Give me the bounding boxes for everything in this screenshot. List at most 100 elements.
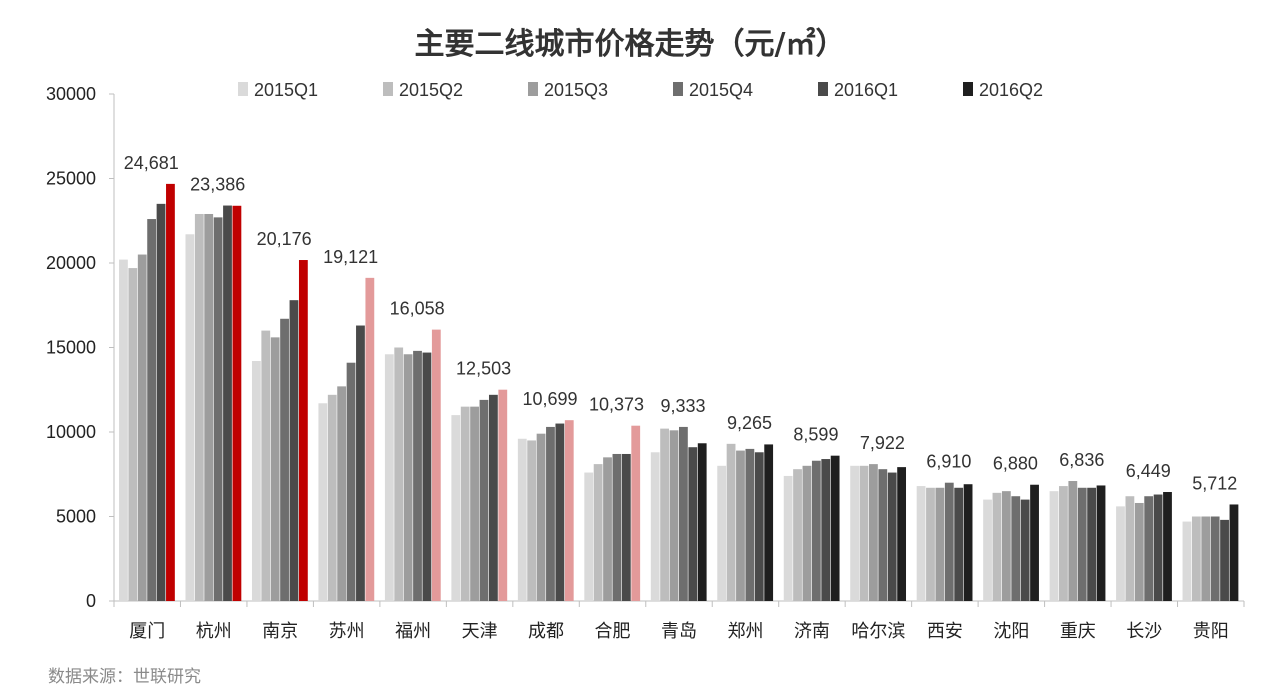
x-tick-label: 贵阳 xyxy=(1193,621,1229,642)
data-label: 9,265 xyxy=(727,413,772,433)
bar-2016Q2-6 xyxy=(564,420,574,601)
bar-2015Q3-9 xyxy=(736,450,745,601)
legend-label: 2016Q1 xyxy=(834,80,898,100)
x-axis: 厦门 杭州 南京 苏州 福州 天津 成都 合肥 青岛 郑州 济南 哈尔滨 西安 沈阳 重庆 长沙 贵阳 xyxy=(113,600,1245,642)
bar-2016Q1-8 xyxy=(688,447,698,601)
bar-2015Q2-6 xyxy=(527,440,537,601)
bar-2015Q3-15 xyxy=(1134,502,1144,601)
bar-2016Q1-12 xyxy=(954,487,964,601)
data-label: 16,058 xyxy=(390,299,445,319)
bar-2015Q4-11 xyxy=(878,469,888,601)
bar-2015Q4-8 xyxy=(679,426,688,601)
bar-2015Q1-16 xyxy=(1182,521,1192,601)
bar-2015Q3-11 xyxy=(869,464,878,601)
bar-2015Q3-3 xyxy=(337,386,347,601)
x-tick-label: 青岛 xyxy=(661,621,697,642)
legend-swatch xyxy=(818,82,828,96)
data-label: 5,712 xyxy=(1192,473,1237,493)
bar-2016Q1-16 xyxy=(1220,519,1229,601)
bar-2015Q1-15 xyxy=(1116,506,1125,601)
data-label: 23,386 xyxy=(190,175,245,195)
bar-2015Q3-6 xyxy=(536,433,546,601)
bar-2015Q1-14 xyxy=(1049,491,1059,601)
bar-2016Q1-1 xyxy=(223,205,232,602)
bar-2015Q4-6 xyxy=(546,426,555,601)
x-tick-label: 郑州 xyxy=(727,621,763,642)
bar-2016Q2-4 xyxy=(431,329,441,601)
bar-2015Q1-13 xyxy=(983,499,992,601)
legend-label: 2015Q3 xyxy=(544,80,608,100)
bar-2016Q2-10 xyxy=(830,455,840,601)
legend-label: 2016Q2 xyxy=(979,80,1043,100)
bar-2015Q4-12 xyxy=(944,482,954,601)
bar-2016Q1-4 xyxy=(422,352,432,601)
y-tick-label: 30000 xyxy=(46,84,96,104)
legend-label: 2015Q2 xyxy=(399,80,463,100)
bar-2015Q4-4 xyxy=(413,350,422,601)
y-tick-label: 15000 xyxy=(46,338,96,358)
bar-2016Q2-9 xyxy=(764,444,774,601)
bar-2015Q2-14 xyxy=(1059,486,1068,601)
bar-2016Q2-13 xyxy=(1030,484,1039,601)
bar-2015Q3-4 xyxy=(403,354,413,601)
bar-2016Q1-7 xyxy=(621,453,631,601)
bar-2015Q4-16 xyxy=(1210,516,1220,601)
data-label: 24,681 xyxy=(124,153,179,173)
y-tick-label: 20000 xyxy=(46,253,96,273)
x-tick-label: 重庆 xyxy=(1060,621,1096,642)
bar-2015Q1-8 xyxy=(650,452,660,601)
bar-2015Q3-10 xyxy=(802,465,812,601)
bar-2015Q1-1 xyxy=(185,234,195,601)
bar-2015Q3-14 xyxy=(1068,481,1078,601)
bar-2015Q1-3 xyxy=(318,403,328,601)
bar-2015Q4-9 xyxy=(745,448,755,601)
y-tick-label: 25000 xyxy=(46,169,96,189)
bar-2016Q1-14 xyxy=(1087,487,1097,601)
chart-title: 主要二线城市价格走势（元/㎡） xyxy=(415,27,846,62)
bar-2016Q1-11 xyxy=(887,472,897,601)
bar-2015Q4-3 xyxy=(346,362,356,601)
bar-2015Q4-5 xyxy=(479,399,489,601)
data-label: 10,373 xyxy=(589,395,644,415)
bar-2015Q4-15 xyxy=(1144,496,1154,601)
bar-2015Q4-14 xyxy=(1077,487,1087,601)
x-tick-label: 济南 xyxy=(794,621,830,642)
x-tick-label: 哈尔滨 xyxy=(851,621,905,642)
bar-2015Q2-1 xyxy=(194,213,204,602)
bar-2016Q2-14 xyxy=(1096,485,1106,601)
bar-2016Q1-5 xyxy=(488,394,498,601)
bar-2015Q2-3 xyxy=(327,394,337,601)
bar-2016Q1-0 xyxy=(156,203,166,601)
bar-2015Q3-5 xyxy=(470,406,479,601)
bar-2015Q2-5 xyxy=(460,406,470,601)
data-label: 20,176 xyxy=(257,229,312,249)
data-label: 6,836 xyxy=(1059,450,1104,470)
data-label: 7,922 xyxy=(860,433,905,453)
data-label: 12,503 xyxy=(456,359,511,379)
bar-2015Q2-11 xyxy=(859,465,869,601)
bar-2015Q3-2 xyxy=(270,337,280,601)
legend-swatch xyxy=(963,82,973,96)
bar-2015Q1-0 xyxy=(119,259,128,601)
legend-label: 2015Q1 xyxy=(254,80,318,100)
bar-2015Q1-10 xyxy=(783,475,793,601)
bar-2015Q1-4 xyxy=(384,354,394,601)
y-tick-label: 5000 xyxy=(56,507,96,527)
x-tick-label: 合肥 xyxy=(595,621,631,642)
bar-2015Q3-7 xyxy=(603,457,612,601)
bar-2015Q3-12 xyxy=(935,487,945,601)
bar-2015Q2-16 xyxy=(1191,516,1201,601)
x-tick-label: 长沙 xyxy=(1126,621,1162,642)
bar-2016Q2-0 xyxy=(166,183,175,601)
legend-swatch xyxy=(238,82,248,96)
x-tick-label: 杭州 xyxy=(196,621,232,642)
bar-2015Q2-4 xyxy=(394,347,404,601)
legend-swatch xyxy=(673,82,683,96)
bar-2015Q1-2 xyxy=(251,361,261,601)
data-label: 6,910 xyxy=(926,452,971,472)
bar-2015Q1-12 xyxy=(916,486,926,601)
y-tick-label: 10000 xyxy=(46,422,96,442)
source-note: 数据来源：世联研究 xyxy=(48,667,201,687)
data-label: 19,121 xyxy=(323,247,378,267)
bar-2015Q3-1 xyxy=(204,213,214,602)
